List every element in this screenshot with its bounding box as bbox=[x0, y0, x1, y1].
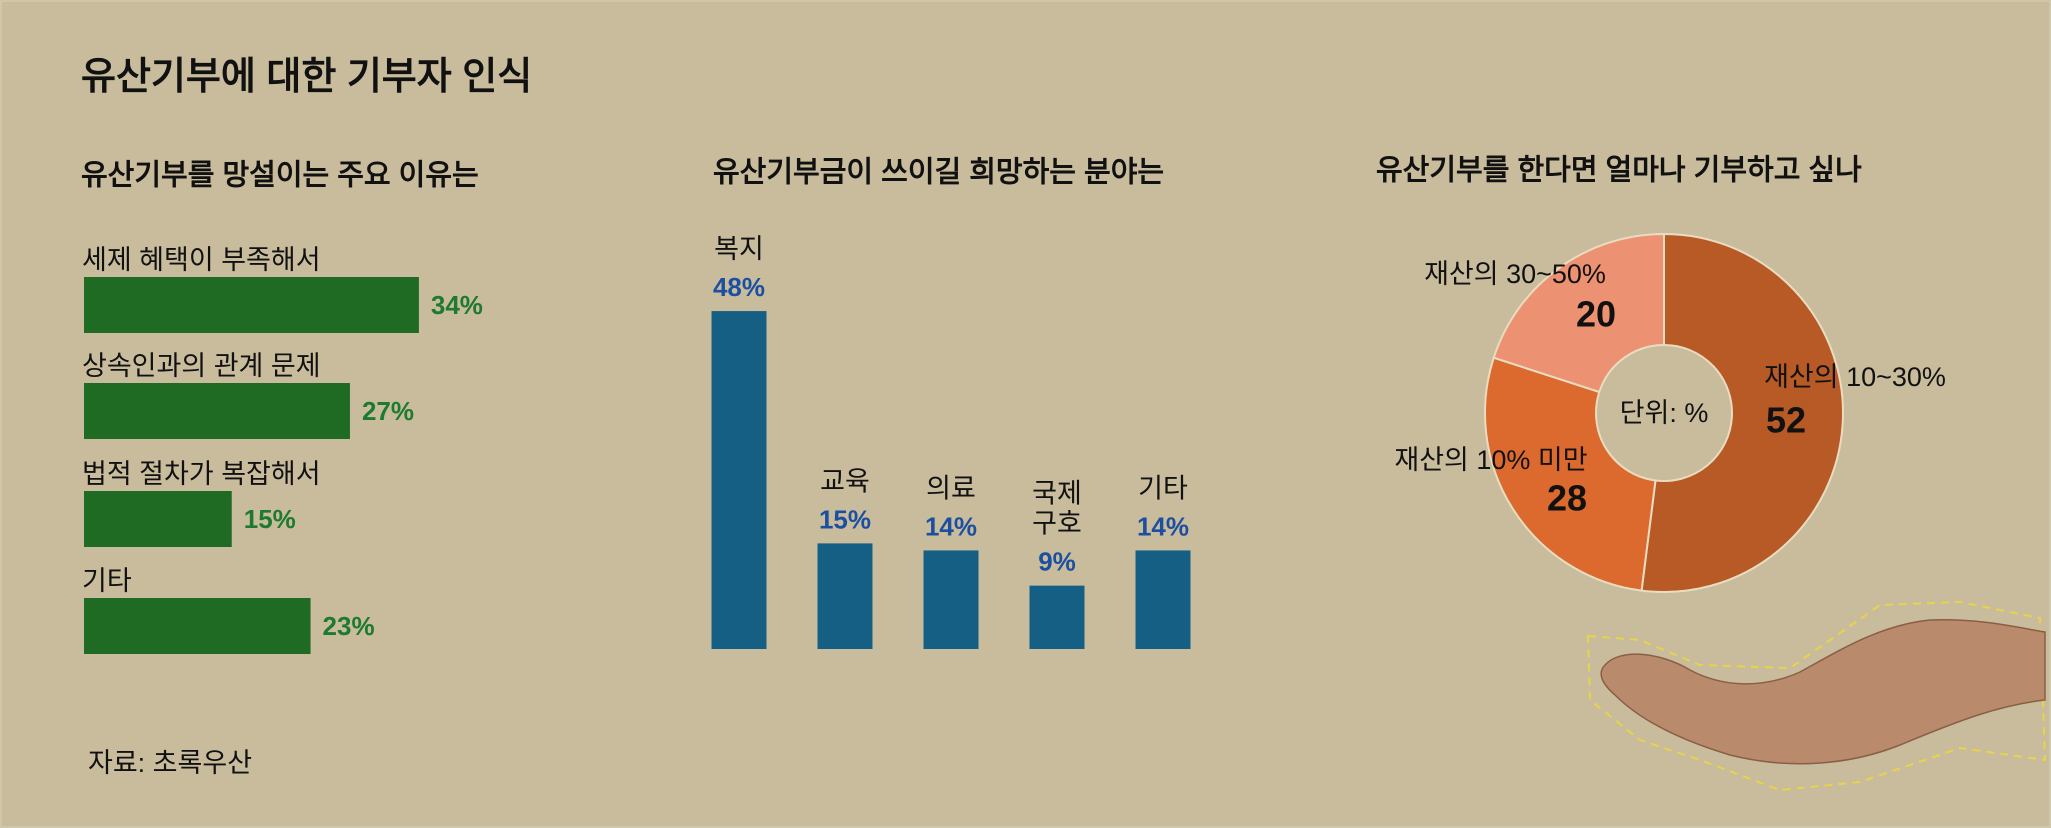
hand bbox=[1600, 618, 2046, 765]
value-label: 9% bbox=[1038, 547, 1076, 577]
category-label: 세제 혜택이 부족해서 bbox=[82, 245, 321, 275]
bar bbox=[923, 550, 979, 649]
slice-label: 재산의 10~30% bbox=[1764, 362, 1946, 392]
slice-value: 28 bbox=[1547, 478, 1587, 519]
slice-label: 재산의 10% 미만 bbox=[1394, 445, 1587, 475]
value-label: 34% bbox=[431, 290, 483, 320]
slice-value: 52 bbox=[1766, 400, 1806, 441]
bar bbox=[84, 383, 350, 439]
hand-illustration bbox=[1586, 600, 2047, 792]
category-label: 국제 구호 bbox=[1032, 479, 1082, 539]
bar bbox=[1135, 550, 1191, 649]
category-label: 복지 bbox=[714, 234, 764, 264]
value-label: 27% bbox=[362, 396, 414, 426]
value-label: 23% bbox=[323, 611, 375, 641]
chart-subtitle: 유산기부를 망설이는 주요 이유는 bbox=[81, 159, 479, 192]
category-label: 기타 bbox=[1138, 474, 1188, 504]
value-label: 14% bbox=[1137, 511, 1189, 541]
bar bbox=[84, 277, 419, 333]
donut-slice bbox=[1640, 232, 1844, 593]
dashed-outline bbox=[1586, 600, 2047, 792]
value-label: 48% bbox=[713, 272, 765, 302]
category-label: 법적 절차가 복잡해서 bbox=[82, 459, 321, 489]
bar bbox=[817, 543, 873, 649]
chart-subtitle: 유산기부금이 쓰이길 희망하는 분야는 bbox=[713, 156, 1164, 189]
value-label: 15% bbox=[244, 504, 296, 534]
bar bbox=[1029, 585, 1085, 649]
category-label: 기타 bbox=[82, 566, 132, 596]
category-label: 의료 bbox=[926, 474, 976, 504]
center-label: 단위: % bbox=[1620, 398, 1709, 428]
page-title: 유산기부에 대한 기부자 인식 bbox=[81, 56, 532, 98]
chart-subtitle: 유산기부를 한다면 얼마나 기부하고 싶나 bbox=[1376, 154, 1862, 187]
category-label: 상속인과의 관계 문제 bbox=[82, 351, 321, 381]
value-label: 14% bbox=[925, 511, 977, 541]
bar bbox=[84, 491, 232, 547]
bar bbox=[711, 311, 767, 649]
donut-slice bbox=[1492, 232, 1665, 394]
category-label: 교육 bbox=[820, 467, 870, 497]
bar bbox=[84, 598, 311, 654]
value-label: 15% bbox=[819, 504, 871, 534]
source-note: 자료: 초록우산 bbox=[88, 748, 252, 778]
donut-slice bbox=[1484, 356, 1657, 592]
slice-value: 20 bbox=[1576, 294, 1616, 335]
slice-label: 재산의 30~50% bbox=[1424, 259, 1606, 289]
